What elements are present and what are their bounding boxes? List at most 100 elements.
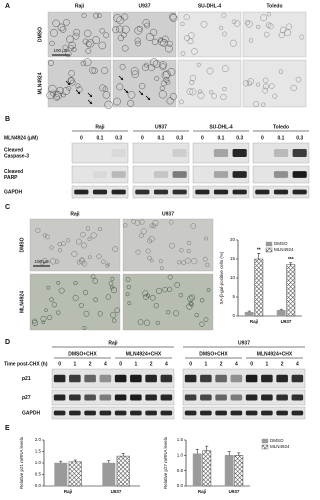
- arrow-head: [89, 101, 92, 104]
- cell: [62, 44, 68, 50]
- cell: [206, 288, 211, 293]
- time-label: 0: [250, 361, 253, 367]
- x-tick-label: Raji: [198, 489, 206, 494]
- treatment-label: DMSO+CHX: [68, 351, 97, 357]
- cell: [184, 35, 190, 41]
- cell: [188, 32, 195, 39]
- cell: [186, 88, 194, 95]
- cell: [279, 26, 287, 34]
- band: [84, 410, 96, 416]
- cell: [178, 292, 184, 298]
- band: [261, 394, 273, 401]
- dose-label: 0.3: [296, 135, 303, 141]
- cell: [290, 84, 297, 92]
- cell: [231, 19, 237, 25]
- bar: [234, 455, 244, 487]
- cell: [46, 285, 51, 290]
- cell: [141, 64, 149, 72]
- cell: [82, 325, 87, 330]
- cell: [123, 223, 128, 228]
- band: [291, 394, 304, 401]
- cell: [197, 91, 205, 99]
- cell: [173, 310, 180, 317]
- cell: [99, 84, 107, 92]
- band: [261, 410, 273, 416]
- blot: [71, 142, 129, 164]
- band: [153, 171, 169, 178]
- cell: [170, 93, 177, 100]
- cell: [234, 20, 241, 27]
- cell: [127, 91, 136, 99]
- cell: [127, 99, 135, 107]
- cell: [161, 35, 169, 43]
- band: [245, 410, 258, 416]
- cell: [127, 301, 132, 306]
- cell: [166, 40, 173, 47]
- cell: [83, 310, 90, 317]
- arrow-head: [125, 90, 128, 93]
- cell: [125, 277, 131, 282]
- cell: [87, 255, 92, 260]
- bar: [54, 462, 68, 487]
- legend-swatch: [261, 444, 269, 450]
- row-label: GAPDH: [4, 189, 22, 195]
- cell: [200, 20, 208, 28]
- cell: [161, 71, 170, 80]
- cell: [121, 25, 130, 34]
- cell: [56, 86, 64, 95]
- cell: [114, 307, 121, 314]
- column-header: Toledo: [273, 124, 289, 130]
- cell: [55, 259, 60, 264]
- cell: [269, 83, 275, 89]
- group-header: Raji: [108, 340, 118, 346]
- blot: [132, 165, 190, 184]
- treatment-label: MLN4924+CHX: [126, 351, 162, 357]
- band: [184, 394, 197, 401]
- cell: [48, 84, 57, 93]
- cell: [142, 290, 149, 297]
- cell: [253, 101, 260, 107]
- band: [292, 189, 307, 195]
- row-label: DMSO: [37, 27, 43, 42]
- cell: [49, 245, 54, 250]
- cell: [104, 100, 113, 109]
- legend-swatch: [261, 438, 269, 444]
- cell: [220, 93, 227, 101]
- cell: [98, 41, 107, 50]
- cell: [57, 248, 63, 253]
- cell: [262, 87, 269, 94]
- cell: [82, 38, 89, 45]
- cell: [49, 297, 54, 302]
- dose-label: 0.3: [115, 135, 122, 141]
- cell: [108, 281, 114, 286]
- bar: [276, 310, 286, 317]
- row-label: DMSO: [19, 237, 25, 252]
- cell: [187, 38, 194, 45]
- cell: [66, 35, 74, 44]
- blot: [51, 406, 175, 420]
- cell: [86, 39, 95, 48]
- treatment-label: DMSO+CHX: [199, 351, 228, 357]
- band: [130, 410, 142, 416]
- cell: [155, 287, 163, 295]
- dose-label: 0.3: [176, 135, 183, 141]
- micrograph: [122, 218, 214, 272]
- cell: [203, 317, 209, 322]
- band: [213, 149, 229, 157]
- band: [153, 189, 169, 195]
- cell: [189, 88, 197, 96]
- cell: [219, 25, 224, 30]
- cell: [112, 246, 119, 252]
- cell: [110, 286, 118, 294]
- band: [291, 374, 304, 383]
- cell: [68, 70, 75, 77]
- cell: [134, 37, 141, 44]
- row-label: p27: [22, 395, 31, 401]
- bar: [68, 461, 82, 487]
- cell: [299, 34, 305, 40]
- bar: [254, 258, 264, 317]
- micrograph: [47, 11, 112, 58]
- cell: [295, 76, 302, 83]
- cell: [66, 85, 72, 91]
